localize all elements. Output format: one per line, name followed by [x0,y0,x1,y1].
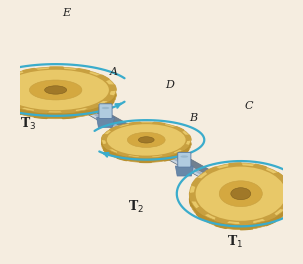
Polygon shape [190,163,292,224]
FancyBboxPatch shape [99,104,112,119]
Text: C: C [245,101,253,111]
Polygon shape [190,168,292,230]
Ellipse shape [0,67,116,113]
Ellipse shape [45,86,67,94]
Ellipse shape [219,181,262,207]
Text: T$_1$: T$_1$ [228,234,244,250]
Ellipse shape [190,163,292,224]
Polygon shape [55,85,244,194]
Text: E: E [62,7,70,17]
Ellipse shape [196,167,286,221]
Ellipse shape [29,80,82,100]
Ellipse shape [2,70,109,110]
Ellipse shape [102,107,109,109]
Ellipse shape [181,155,188,158]
Polygon shape [0,73,116,119]
Polygon shape [102,122,191,158]
Ellipse shape [102,122,191,158]
Text: T$_2$: T$_2$ [128,199,144,215]
Polygon shape [102,127,191,162]
Polygon shape [53,91,241,199]
Ellipse shape [190,168,292,230]
FancyBboxPatch shape [178,152,191,167]
Polygon shape [175,166,193,176]
Polygon shape [53,93,239,199]
Ellipse shape [138,137,154,143]
Ellipse shape [0,73,116,119]
Ellipse shape [107,124,186,156]
Ellipse shape [231,188,251,200]
Ellipse shape [102,127,191,162]
Text: T$_3$: T$_3$ [20,116,37,132]
Ellipse shape [127,132,165,147]
Text: A: A [109,67,118,77]
Polygon shape [0,67,116,113]
Text: D: D [165,80,174,90]
Text: B: B [189,112,198,122]
Polygon shape [97,117,115,128]
